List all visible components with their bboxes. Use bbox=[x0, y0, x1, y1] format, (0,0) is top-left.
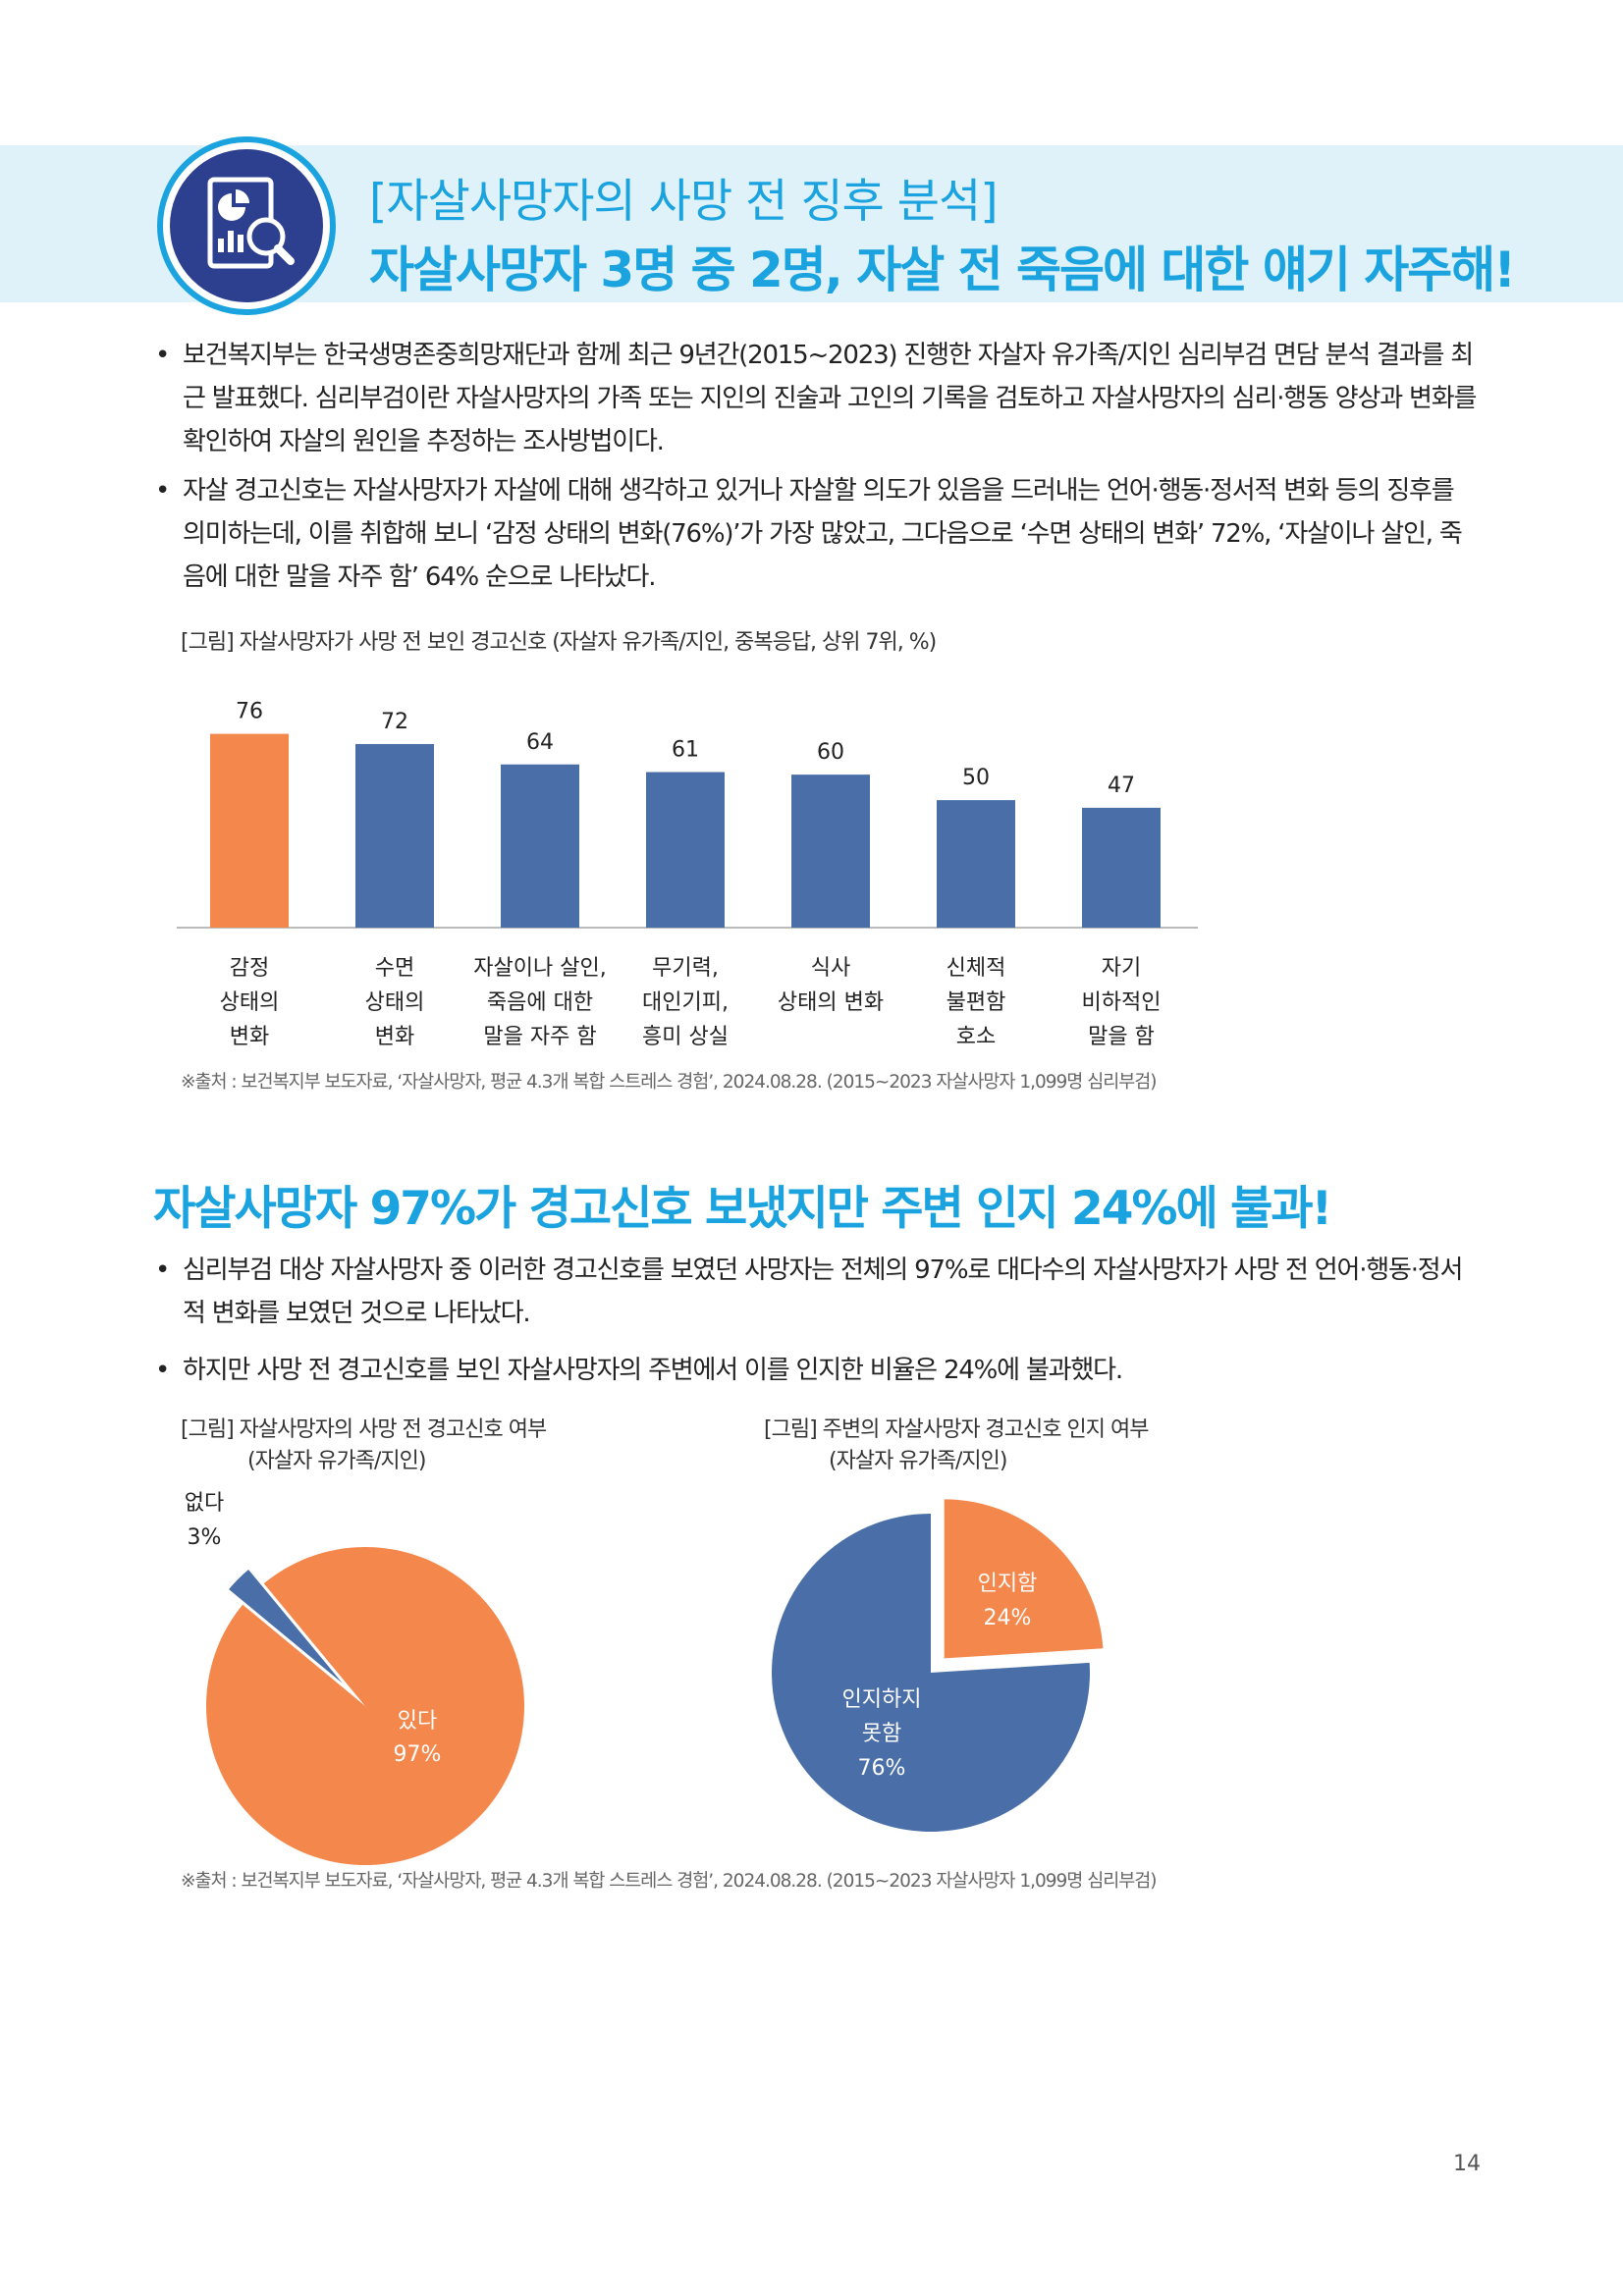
bar-5 bbox=[791, 774, 870, 928]
header-title: 자살사망자 3명 중 2명, 자살 전 죽음에 대한 얘기 자주해! bbox=[369, 241, 1516, 298]
right-pie-caption-line1: [그림] 주변의 자살사망자 경고신호 인지 여부 bbox=[764, 1417, 1149, 1442]
section1-bullets: 보건복지부는 한국생명존중희망재단과 함께 최근 9년간(2015~2023) … bbox=[153, 334, 1479, 599]
bar-category-label-2: 상태의 bbox=[365, 990, 425, 1015]
bar-category-label-6: 호소 bbox=[956, 1025, 996, 1049]
bar-category-label-7: 말을 함 bbox=[1088, 1025, 1155, 1049]
bar-category-label-1: 감정 bbox=[230, 956, 269, 981]
source-note-2: ※출처 : 보건복지부 보도자료, ‘자살사망자, 평균 4.3개 복합 스트레… bbox=[181, 1871, 1157, 1892]
pie-label-aware: 인지함 bbox=[978, 1572, 1038, 1596]
pie-slice-no bbox=[226, 1567, 352, 1692]
page-number: 14 bbox=[1453, 2152, 1481, 2176]
bar-value-label-2: 72 bbox=[381, 710, 408, 734]
bar-category-label-4: 대인기피, bbox=[642, 990, 729, 1015]
bar-value-label-1: 76 bbox=[236, 700, 263, 724]
bar-category-label-4: 무기력, bbox=[652, 956, 719, 981]
section2-bullets: 심리부검 대상 자살사망자 중 이러한 경고신호를 보였던 사망자는 전체의 9… bbox=[153, 1249, 1479, 1392]
bar-category-label-4: 흥미 상실 bbox=[642, 1025, 729, 1049]
bar-category-label-7: 자기 bbox=[1102, 956, 1141, 981]
bar-chart-caption: [그림] 자살사망자가 사망 전 보인 경고신호 (자살자 유가족/지인, 중복… bbox=[181, 630, 937, 655]
bar-value-label-5: 60 bbox=[817, 740, 844, 765]
bar-6 bbox=[937, 800, 1015, 928]
pie-slice-not-aware bbox=[772, 1514, 1090, 1832]
pie-label-not-aware: 인지하지 bbox=[842, 1687, 922, 1712]
source-note-1: ※출처 : 보건복지부 보도자료, ‘자살사망자, 평균 4.3개 복합 스트레… bbox=[181, 1072, 1157, 1093]
bar-category-label-2: 변화 bbox=[375, 1025, 414, 1049]
bar-3 bbox=[501, 764, 579, 928]
bar-category-label-2: 수면 bbox=[375, 956, 414, 981]
bar-category-label-6: 신체적 bbox=[947, 956, 1006, 981]
right-pie-caption-line2: (자살자 유가족/지인) bbox=[829, 1449, 1007, 1473]
bar-category-label-7: 비하적인 bbox=[1082, 990, 1162, 1015]
bar-4 bbox=[646, 772, 725, 928]
pie-pct-not-aware: 76% bbox=[858, 1756, 906, 1781]
section1-bullet-1: 보건복지부는 한국생명존중희망재단과 함께 최근 9년간(2015~2023) … bbox=[153, 334, 1479, 463]
bar-2 bbox=[355, 743, 434, 928]
bar-category-label-3: 말을 자주 함 bbox=[483, 1025, 596, 1049]
bar-category-label-1: 변화 bbox=[230, 1025, 269, 1049]
left-pie-caption-line2: (자살자 유가족/지인) bbox=[247, 1449, 426, 1473]
section2-title: 자살사망자 97%가 경고신호 보냈지만 주변 인지 24%에 불과! bbox=[153, 1182, 1332, 1236]
bar-category-label-3: 자살이나 살인, bbox=[473, 956, 606, 981]
bar-1 bbox=[210, 733, 289, 928]
section1-bullet-2: 자살 경고신호는 자살사망자가 자살에 대해 생각하고 있거나 자살할 의도가 … bbox=[153, 469, 1479, 599]
section2-bullet-1: 심리부검 대상 자살사망자 중 이러한 경고신호를 보였던 사망자는 전체의 9… bbox=[153, 1249, 1479, 1335]
bar-category-label-5: 상태의 변화 bbox=[778, 990, 884, 1015]
pie-pct-aware: 24% bbox=[984, 1606, 1032, 1630]
bar-value-label-7: 47 bbox=[1108, 774, 1135, 798]
pie-chart-warning-signs: 있다 97% 없다 3% bbox=[185, 1491, 524, 1865]
bar-value-label-3: 64 bbox=[526, 730, 554, 755]
bar-category-label-6: 불편함 bbox=[947, 990, 1006, 1015]
bar-value-label-6: 50 bbox=[962, 766, 990, 790]
section2-bullet-2: 하지만 사망 전 경고신호를 보인 자살사망자의 주변에서 이를 인지한 비율은… bbox=[153, 1349, 1479, 1392]
bar-category-label-5: 식사 bbox=[811, 956, 850, 981]
pie-slice-yes bbox=[205, 1547, 524, 1865]
bar-7 bbox=[1082, 807, 1161, 928]
bar-value-label-4: 61 bbox=[672, 738, 699, 763]
pie-label-no: 없다 bbox=[185, 1491, 224, 1516]
pie-label-yes: 있다 bbox=[398, 1709, 437, 1734]
pie-pct-yes: 97% bbox=[394, 1742, 442, 1767]
bar-category-label-3: 죽음에 대한 bbox=[487, 990, 593, 1015]
chart-analysis-icon bbox=[153, 133, 340, 319]
pie-label-not-aware: 못함 bbox=[862, 1722, 901, 1746]
left-pie-caption-line1: [그림] 자살사망자의 사망 전 경고신호 여부 bbox=[181, 1417, 547, 1442]
pie-slice-aware bbox=[944, 1499, 1104, 1659]
pie-pct-no: 3% bbox=[188, 1525, 222, 1550]
bar-category-label-1: 상태의 bbox=[220, 990, 280, 1015]
header-subtitle: [자살사망자의 사망 전 징후 분석] bbox=[369, 175, 999, 229]
